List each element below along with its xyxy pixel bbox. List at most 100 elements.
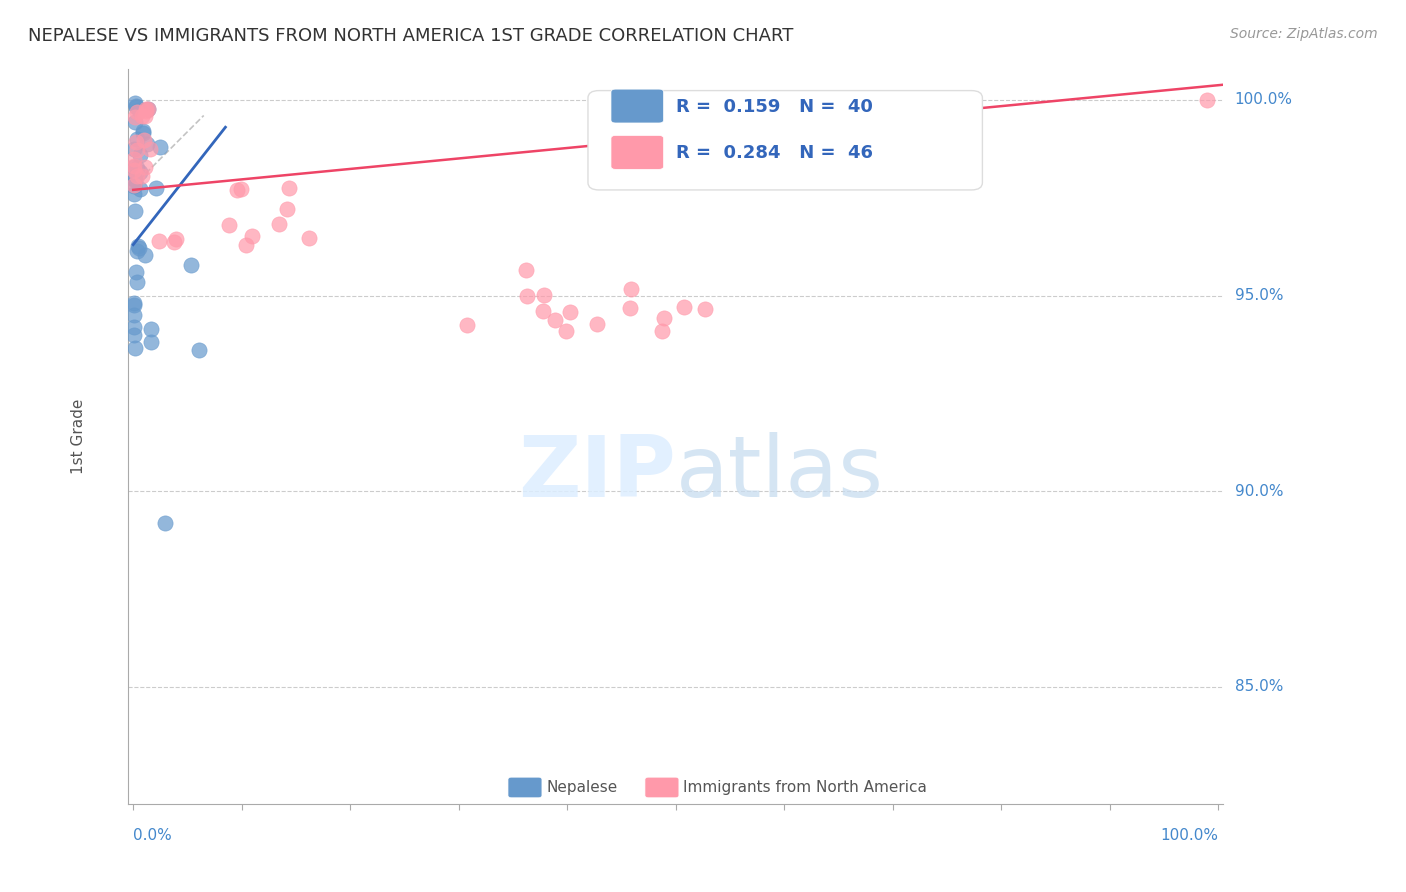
Point — [558, 305, 581, 319]
Point — [125, 244, 148, 258]
Point — [125, 161, 148, 175]
Point — [127, 238, 149, 252]
Point — [124, 110, 146, 124]
Point — [298, 231, 321, 245]
Point — [124, 308, 146, 322]
Text: R =  0.159   N =  40: R = 0.159 N = 40 — [676, 98, 873, 116]
Point — [155, 516, 177, 530]
Point — [125, 275, 148, 289]
Point — [673, 300, 696, 314]
Point — [139, 322, 162, 336]
Point — [124, 162, 146, 177]
Point — [125, 135, 148, 149]
Point — [124, 296, 146, 310]
Point — [124, 319, 146, 334]
FancyBboxPatch shape — [645, 777, 679, 797]
Point — [124, 178, 146, 193]
FancyBboxPatch shape — [612, 136, 664, 169]
Point — [165, 232, 187, 246]
Point — [135, 137, 157, 152]
Point — [124, 171, 146, 186]
Point — [225, 183, 247, 197]
Point — [124, 172, 146, 186]
Text: 0.0%: 0.0% — [134, 828, 172, 843]
Point — [135, 102, 157, 116]
Point — [148, 234, 170, 248]
Point — [124, 341, 146, 355]
Point — [585, 317, 607, 331]
Point — [124, 115, 146, 129]
Point — [125, 104, 148, 119]
Point — [235, 237, 257, 252]
Point — [125, 99, 148, 113]
Text: NEPALESE VS IMMIGRANTS FROM NORTH AMERICA 1ST GRADE CORRELATION CHART: NEPALESE VS IMMIGRANTS FROM NORTH AMERIC… — [28, 27, 793, 45]
Point — [149, 140, 172, 154]
Point — [188, 343, 211, 358]
Point — [276, 202, 298, 217]
Point — [141, 334, 163, 349]
Point — [240, 228, 263, 243]
Point — [132, 132, 155, 146]
Point — [127, 132, 149, 146]
Point — [124, 178, 146, 193]
Text: ZIP: ZIP — [517, 432, 676, 515]
Point — [180, 259, 202, 273]
Text: Immigrants from North America: Immigrants from North America — [683, 780, 927, 795]
Text: atlas: atlas — [676, 432, 883, 515]
Point — [516, 289, 538, 303]
Text: 100.0%: 100.0% — [1234, 93, 1292, 107]
Point — [162, 235, 184, 249]
Point — [134, 248, 156, 262]
Point — [125, 169, 148, 184]
Point — [139, 142, 162, 156]
Point — [131, 108, 153, 122]
Point — [124, 187, 146, 202]
Point — [135, 103, 157, 118]
Point — [652, 310, 675, 325]
Text: 100.0%: 100.0% — [1160, 828, 1218, 843]
Point — [124, 327, 146, 342]
Point — [129, 182, 152, 196]
FancyBboxPatch shape — [508, 777, 541, 797]
Text: Nepalese: Nepalese — [547, 780, 617, 795]
Point — [124, 152, 146, 166]
Text: 85.0%: 85.0% — [1234, 680, 1282, 695]
Point — [138, 102, 160, 116]
Point — [651, 324, 673, 338]
Text: 90.0%: 90.0% — [1234, 483, 1284, 499]
Point — [533, 288, 555, 302]
Point — [1197, 93, 1219, 107]
Point — [124, 142, 146, 156]
Point — [145, 181, 167, 195]
Point — [620, 282, 643, 296]
Point — [531, 304, 554, 318]
Point — [129, 147, 152, 161]
Point — [619, 301, 641, 316]
FancyBboxPatch shape — [612, 89, 664, 123]
Text: Source: ZipAtlas.com: Source: ZipAtlas.com — [1230, 27, 1378, 41]
Point — [131, 126, 153, 140]
FancyBboxPatch shape — [588, 91, 983, 190]
Point — [124, 159, 146, 173]
Point — [128, 241, 150, 255]
Point — [544, 312, 567, 326]
Text: 95.0%: 95.0% — [1234, 288, 1284, 303]
Point — [218, 219, 240, 233]
Text: 1st Grade: 1st Grade — [70, 399, 86, 475]
Point — [229, 182, 252, 196]
Point — [134, 110, 156, 124]
Point — [125, 143, 148, 157]
Point — [125, 265, 148, 279]
Point — [555, 324, 578, 338]
Point — [515, 263, 537, 277]
Point — [125, 100, 148, 114]
Text: R =  0.284   N =  46: R = 0.284 N = 46 — [676, 145, 873, 162]
Point — [132, 124, 155, 138]
Point — [124, 204, 146, 219]
Point — [134, 160, 156, 174]
Point — [456, 318, 478, 332]
Point — [124, 160, 146, 174]
Point — [128, 103, 150, 117]
Point — [693, 302, 716, 317]
Point — [124, 298, 146, 312]
